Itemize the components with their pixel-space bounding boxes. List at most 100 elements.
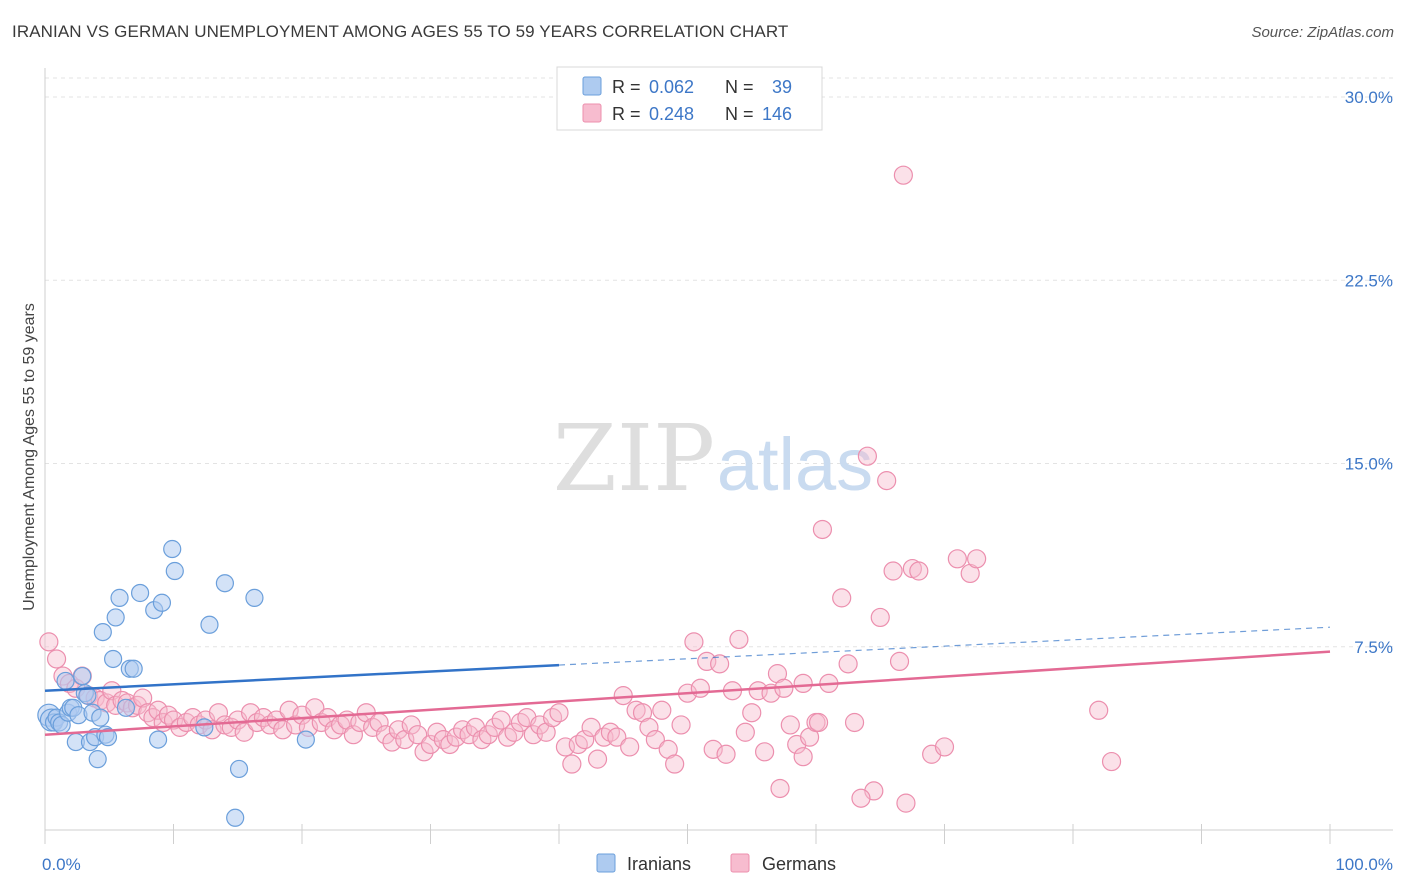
german-point — [793, 747, 813, 767]
iranian-point — [110, 588, 129, 607]
iranian-point — [73, 666, 92, 686]
german-point — [440, 734, 460, 755]
x-tick-labels: 0.0% 100.0% — [42, 855, 1393, 874]
iranian-point — [98, 728, 118, 747]
iranian-point — [106, 608, 125, 627]
german-point — [485, 717, 505, 737]
german-point — [581, 717, 601, 737]
german-point — [780, 715, 800, 735]
german-point — [742, 703, 762, 723]
german-point — [857, 446, 878, 466]
german-point — [587, 749, 608, 769]
german-point — [671, 715, 691, 735]
iranian-point — [195, 718, 214, 737]
iranian-point — [226, 808, 245, 827]
legend-bottom-iranians-swatch — [596, 853, 616, 873]
german-point — [851, 788, 871, 808]
german-point — [1089, 700, 1109, 720]
x-tick-label: 100.0% — [1335, 855, 1393, 874]
legend-bottom-iranians-label: Iranians — [627, 854, 691, 874]
german-point — [770, 778, 790, 799]
chart-source: Source: ZipAtlas.com — [1251, 24, 1394, 41]
german-point — [343, 725, 363, 745]
legend-germans-r-value: 0.248 — [649, 104, 694, 124]
iranian-point — [163, 539, 182, 559]
iranian-point — [116, 698, 136, 717]
legend-iranians-swatch — [582, 76, 602, 96]
german-point — [620, 737, 640, 757]
iranian-point — [78, 686, 97, 705]
german-point — [877, 471, 897, 491]
y-tick-labels: 7.5% 15.0% 22.5% 30.0% — [1345, 88, 1393, 657]
chart-title: IRANIAN VS GERMAN UNEMPLOYMENT AMONG AGE… — [12, 22, 789, 41]
german-point — [909, 561, 929, 581]
german-point — [838, 654, 858, 674]
german-point — [967, 549, 987, 569]
german-point — [793, 673, 813, 694]
german-point — [844, 712, 865, 733]
german-point — [39, 632, 59, 652]
german-point — [607, 727, 627, 747]
german-point — [613, 686, 633, 706]
german-point — [1101, 751, 1122, 772]
german-point — [832, 588, 852, 608]
german-point — [133, 688, 153, 708]
gridlines — [45, 77, 1393, 648]
iranian-point — [229, 759, 249, 779]
legend-bottom-germans-label: Germans — [762, 854, 836, 874]
german-point — [665, 754, 685, 774]
german-point — [208, 703, 229, 723]
german-point — [639, 717, 659, 737]
german-point — [947, 549, 967, 569]
german-point — [684, 632, 704, 652]
german-point — [729, 629, 749, 650]
legend-iranians-r-label: R = — [612, 77, 641, 97]
german-point — [934, 737, 955, 757]
german-point — [491, 710, 511, 730]
german-point — [710, 654, 730, 674]
german-point — [735, 722, 755, 742]
legend-germans-r-label: R = — [612, 104, 641, 124]
german-point — [652, 700, 672, 720]
iranian-point — [215, 574, 234, 593]
iranian-trend-line — [44, 663, 560, 692]
german-point — [427, 722, 447, 742]
german-point — [414, 742, 434, 762]
iranian-point — [88, 750, 107, 769]
german-point — [870, 607, 890, 628]
legend-bottom-germans-swatch — [730, 853, 750, 873]
watermark-atlas: atlas — [717, 423, 873, 506]
iranian-point — [165, 561, 184, 581]
y-tick-label: 22.5% — [1345, 271, 1393, 290]
german-point — [408, 725, 428, 745]
german-point — [754, 742, 775, 762]
german-point — [273, 720, 293, 740]
german-point — [375, 725, 396, 745]
watermark-zip: ZIP — [553, 405, 715, 512]
legend-bottom: Iranians Germans — [596, 853, 836, 874]
german-point — [896, 793, 916, 813]
iranian-point — [296, 730, 315, 749]
iranian-point — [91, 708, 110, 727]
legend-germans-swatch — [582, 103, 602, 123]
german-point — [234, 722, 254, 742]
german-point — [889, 651, 910, 672]
legend-top: R = 0.062 N = 39 R = 0.248 N = 146 — [556, 66, 823, 131]
legend-iranians-n-label: N = — [725, 77, 754, 97]
german-point — [645, 729, 665, 750]
german-point — [549, 703, 569, 723]
german-point — [459, 725, 479, 745]
watermark: ZIP atlas — [553, 405, 873, 512]
german-point — [562, 754, 582, 774]
german-point — [575, 729, 595, 750]
iranian-point — [130, 583, 150, 603]
legend-germans-n-value: 146 — [762, 104, 792, 124]
german-point — [46, 649, 67, 669]
german-point — [690, 678, 710, 698]
german-points — [39, 165, 1122, 813]
iranian-trend-extension — [558, 626, 1331, 666]
german-trend-line — [44, 650, 1331, 736]
german-point — [893, 165, 913, 185]
german-point — [148, 700, 168, 720]
iranian-point — [245, 588, 264, 607]
